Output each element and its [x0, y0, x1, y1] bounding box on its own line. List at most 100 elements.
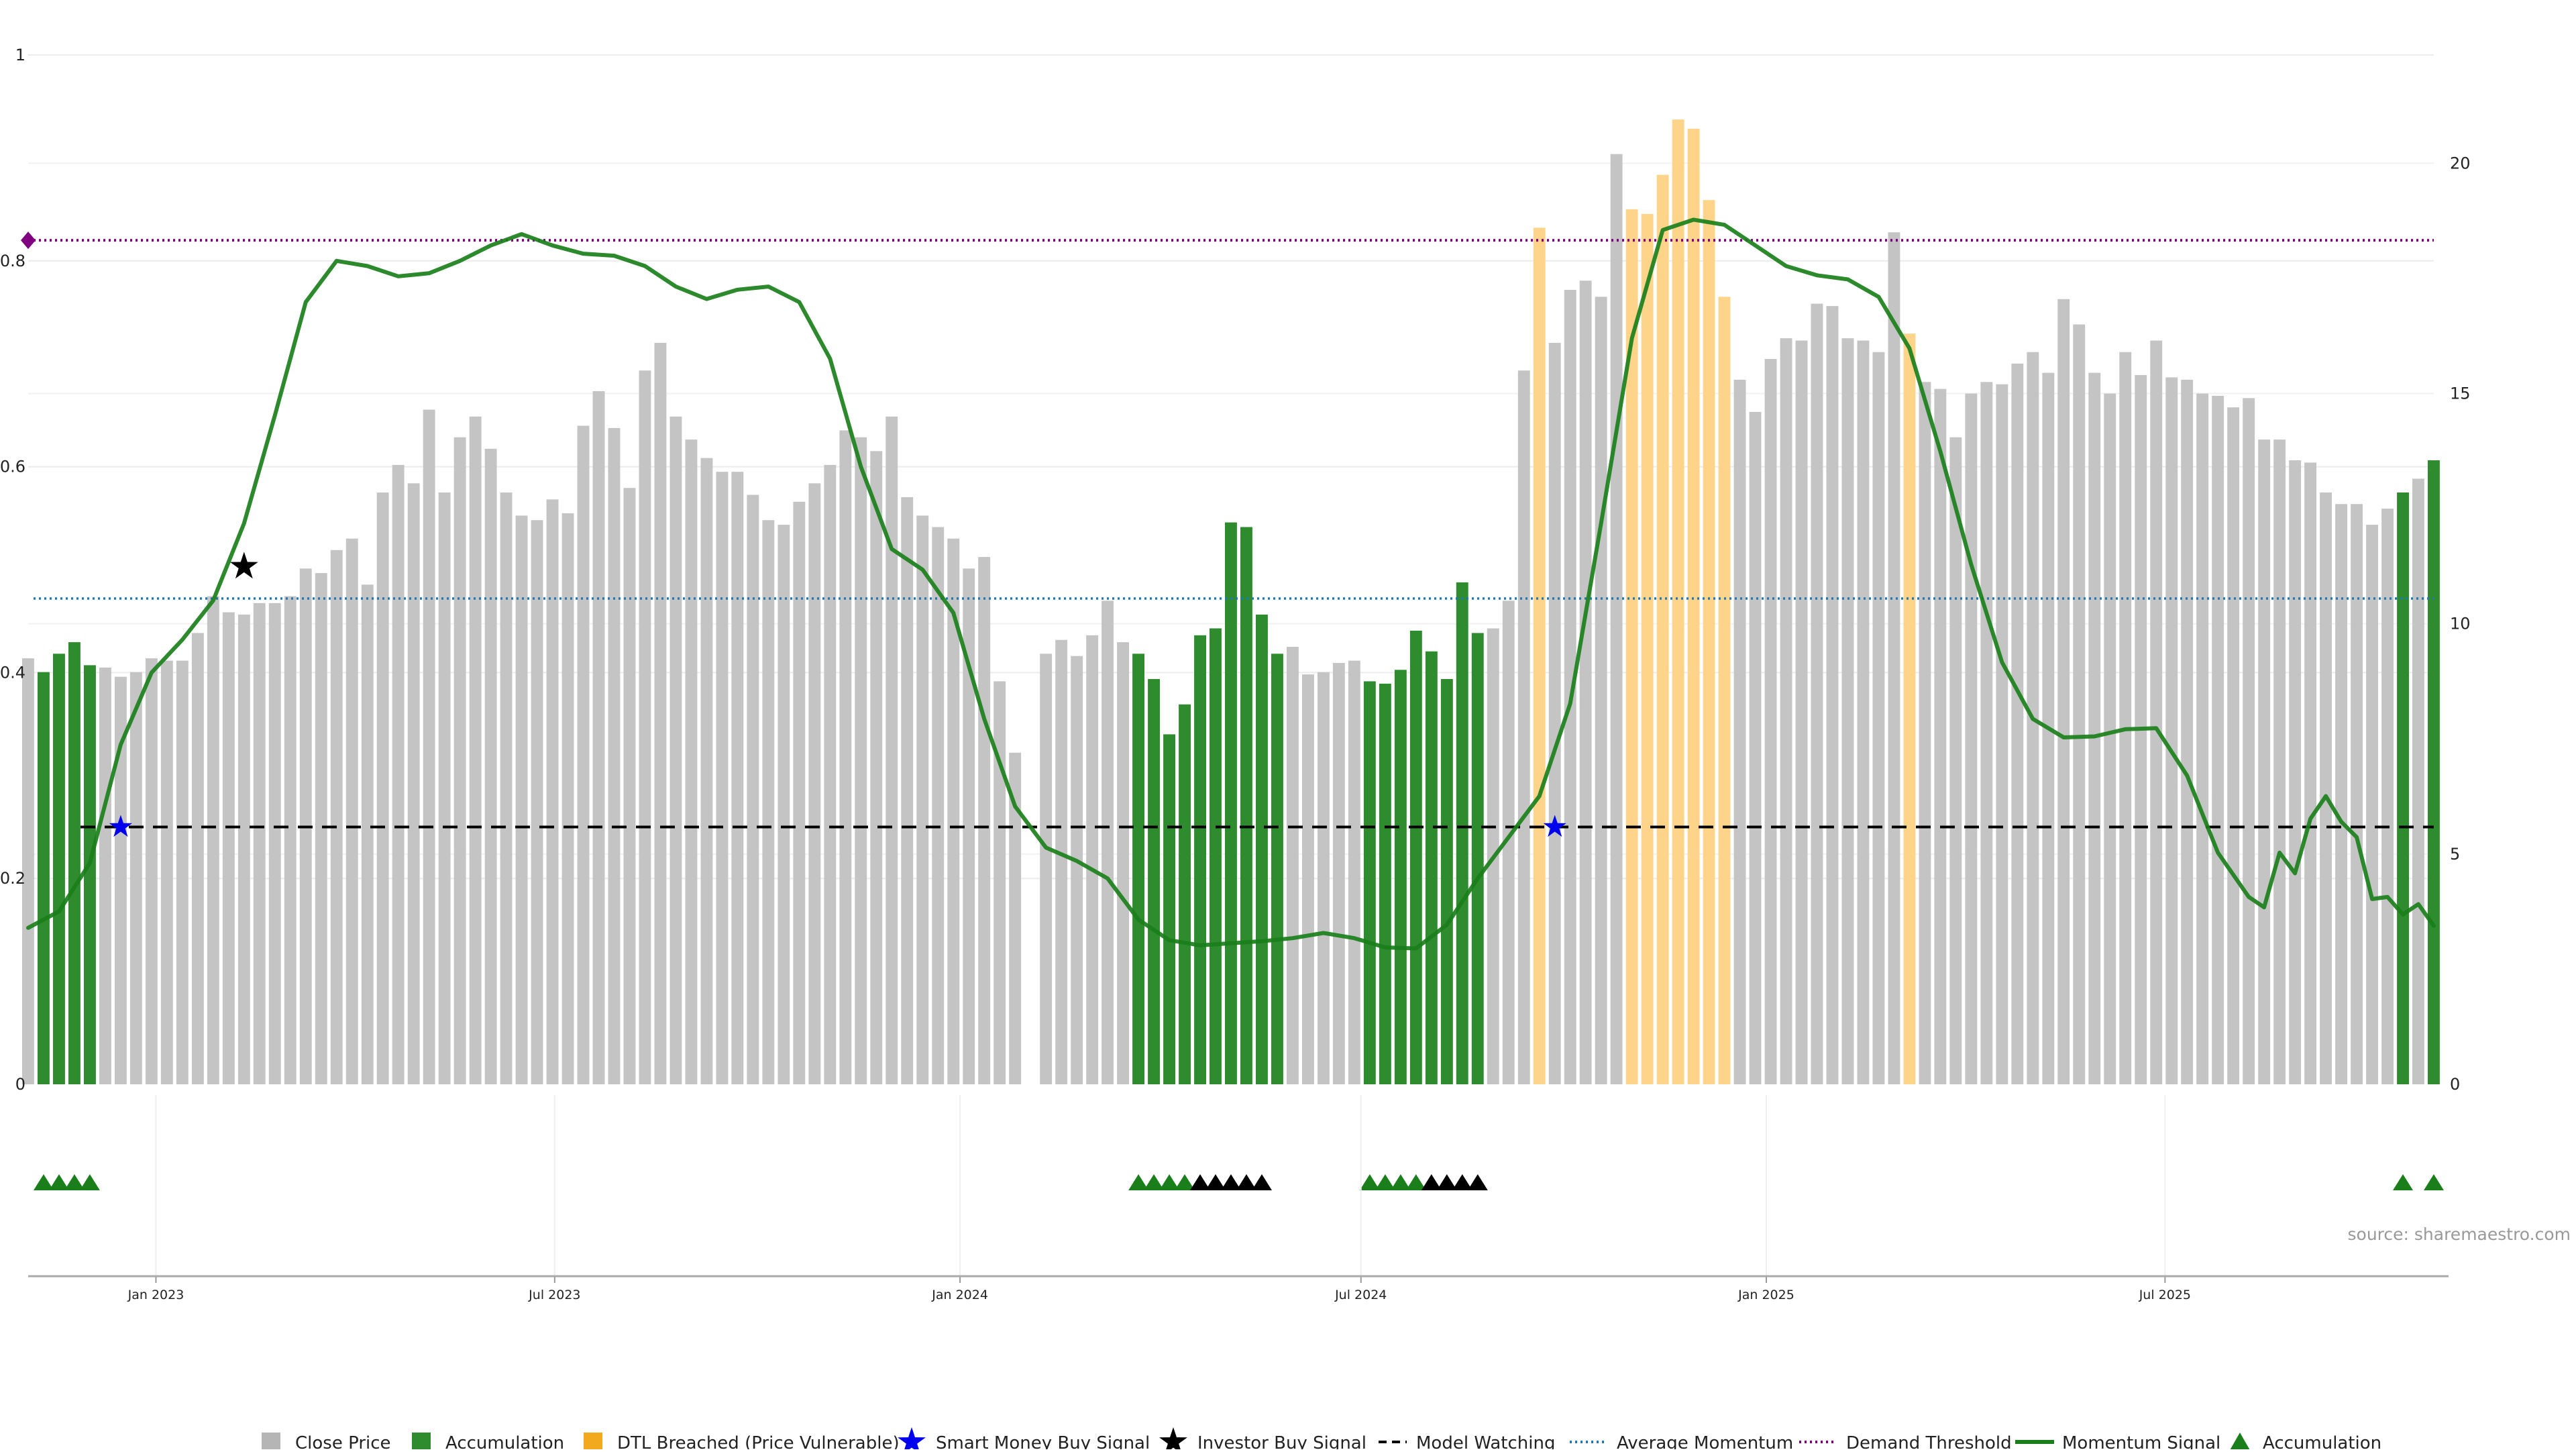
accumulation-marker-green — [1128, 1174, 1149, 1190]
legend-item: Smart Money Buy Signal — [898, 1427, 1150, 1452]
close-price-bar — [484, 448, 497, 1084]
close-price-bar — [315, 573, 327, 1084]
accumulation-bar — [1194, 635, 1206, 1084]
legend-label: Accumulation — [445, 1433, 564, 1449]
x-tick-label: Jan 2023 — [127, 1288, 184, 1302]
accumulation-marker-black — [1436, 1174, 1457, 1190]
close-price-bar — [1517, 370, 1530, 1085]
close-price-bar — [145, 658, 158, 1084]
legend-label: Smart Money Buy Signal — [936, 1433, 1150, 1449]
close-price-bar — [654, 343, 667, 1084]
close-price-bar — [129, 672, 142, 1084]
accumulation-marker-black — [1190, 1174, 1210, 1190]
accumulation-marker-green — [34, 1174, 54, 1190]
accumulation-bar — [1210, 628, 1222, 1084]
right-axis-tick-label: 20 — [2450, 154, 2471, 172]
close-price-bar — [2088, 372, 2101, 1084]
accumulation-marker-green — [1144, 1174, 1165, 1190]
close-price-bar — [423, 409, 435, 1084]
accumulation-bar — [1163, 734, 1175, 1084]
legend-label: Momentum Signal — [2062, 1433, 2220, 1449]
accumulation-marker-green — [1175, 1174, 1195, 1190]
close-price-bar — [207, 596, 219, 1084]
close-price-bar — [592, 391, 605, 1084]
close-price-bar — [1919, 382, 1931, 1084]
close-price-bar — [2289, 460, 2302, 1084]
close-price-bar — [963, 568, 975, 1084]
close-price-bar — [2119, 352, 2132, 1085]
close-price-bar — [345, 538, 358, 1084]
close-price-bar — [160, 660, 173, 1084]
close-price-bar — [1102, 601, 1114, 1084]
x-tick-label: Jan 2025 — [1737, 1288, 1794, 1302]
source-label: source: sharemaestro.com — [2348, 1225, 2571, 1244]
legend-item: Accumulation — [2229, 1433, 2381, 1452]
legend-label: DTL Breached (Price Vulnerable) — [617, 1433, 900, 1449]
legend-label: Demand Threshold — [1846, 1433, 2012, 1449]
x-tick-label: Jul 2024 — [1334, 1288, 1387, 1302]
close-price-bar — [1287, 647, 1299, 1084]
x-tick-label: Jan 2024 — [931, 1288, 988, 1302]
accumulation-bar — [1240, 527, 1252, 1084]
close-price-bar — [1980, 382, 1993, 1084]
close-price-bar — [901, 497, 914, 1084]
close-price-bar — [1764, 359, 1777, 1084]
legend-star-icon — [898, 1427, 926, 1452]
close-price-bar — [1949, 437, 1962, 1084]
accumulation-bar — [1456, 582, 1468, 1084]
close-price-bar — [1548, 343, 1561, 1084]
left-axis-tick-label: 0 — [15, 1075, 25, 1094]
close-price-bar — [2273, 439, 2286, 1084]
x-tick-label: Jul 2023 — [528, 1288, 580, 1302]
accumulation-marker-black — [1467, 1174, 1488, 1190]
close-price-bar — [870, 451, 883, 1084]
close-price-bar — [669, 416, 682, 1084]
close-price-bar — [2011, 363, 2024, 1084]
close-price-bar — [2227, 407, 2240, 1084]
accumulation-bar — [1132, 654, 1144, 1084]
close-price-bar — [1071, 656, 1083, 1084]
right-axis-tick-label: 0 — [2450, 1075, 2460, 1094]
x-tick-label: Jul 2025 — [2139, 1288, 2191, 1302]
close-price-bar — [2196, 393, 2209, 1084]
accumulation-marker-green — [1359, 1174, 1380, 1190]
accumulation-bar — [1425, 651, 1438, 1084]
left-axis-tick-label: 1 — [15, 46, 25, 64]
close-price-bar — [191, 633, 204, 1084]
close-price-bar — [1749, 411, 1762, 1084]
accumulation-bar — [2397, 492, 2409, 1084]
legend-item: Model Watching — [1379, 1433, 1555, 1452]
close-price-bar — [515, 515, 528, 1084]
legend-label: Model Watching — [1416, 1433, 1555, 1449]
close-price-bar — [284, 596, 297, 1084]
close-price-bar — [994, 681, 1006, 1084]
close-price-bar — [639, 370, 651, 1085]
close-price-bar — [2150, 340, 2163, 1084]
accumulation-marker-green — [64, 1174, 85, 1190]
accumulation-marker-green — [1375, 1174, 1395, 1190]
close-price-bar — [947, 538, 960, 1084]
accumulation-bar — [1440, 679, 1453, 1084]
accumulation-marker-green — [1159, 1174, 1180, 1190]
accumulation-bar — [1225, 522, 1237, 1084]
close-price-bar — [762, 520, 775, 1084]
close-price-bar — [99, 667, 111, 1084]
accumulation-bar — [1179, 704, 1191, 1084]
close-price-bar — [1888, 232, 1900, 1085]
close-price-bar — [1318, 672, 1330, 1084]
accumulation-bar — [1271, 654, 1283, 1084]
close-price-bar — [2104, 393, 2116, 1084]
accumulation-bar — [1409, 630, 1422, 1084]
close-price-bar — [2412, 478, 2424, 1084]
accumulation-marker-black — [1236, 1174, 1256, 1190]
close-price-bar — [237, 614, 250, 1084]
close-price-bar — [793, 501, 806, 1084]
close-price-bar — [1826, 306, 1839, 1085]
accumulation-bar — [1256, 614, 1268, 1084]
accumulation-marker-black — [1205, 1174, 1226, 1190]
legend-swatch — [412, 1433, 431, 1451]
left-axis-tick-label: 0.4 — [0, 663, 25, 682]
accumulation-bar — [1471, 633, 1484, 1084]
close-price-bar — [978, 557, 991, 1084]
legend-item: Momentum Signal — [2015, 1433, 2220, 1452]
